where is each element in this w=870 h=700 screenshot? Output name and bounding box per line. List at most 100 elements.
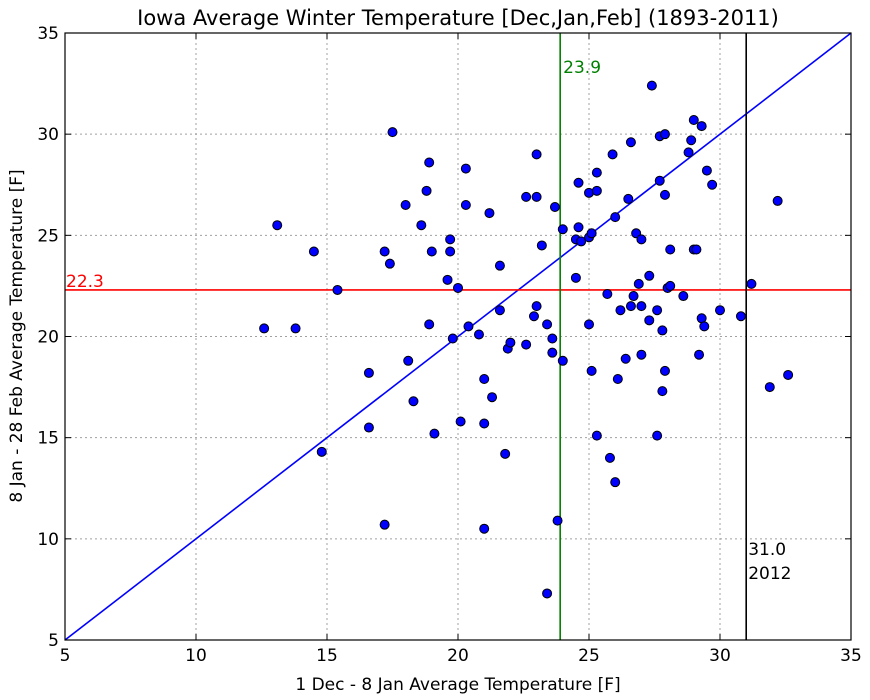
data-point xyxy=(557,355,568,366)
data-point xyxy=(473,329,484,340)
data-point xyxy=(644,270,655,281)
data-point xyxy=(479,418,490,429)
data-point xyxy=(547,333,558,344)
data-point xyxy=(699,321,710,332)
data-point xyxy=(460,163,471,174)
data-point xyxy=(408,396,419,407)
data-point xyxy=(610,477,621,488)
data-point xyxy=(400,199,411,210)
data-point xyxy=(604,452,615,463)
data-point xyxy=(455,416,466,427)
y-axis-label: 8 Jan - 28 Feb Average Temperature [F] xyxy=(7,169,27,502)
data-point xyxy=(591,430,602,441)
vertical-2012-value-label: 31.0 xyxy=(748,540,786,560)
data-point xyxy=(259,323,270,334)
y-tick-label: 5 xyxy=(48,631,59,651)
data-point xyxy=(384,258,395,269)
data-point xyxy=(691,244,702,255)
annotations: 22.3 23.9 31.0 2012 xyxy=(66,58,791,584)
data-point xyxy=(625,301,636,312)
data-point xyxy=(453,282,463,293)
data-point xyxy=(531,301,542,312)
data-point xyxy=(636,301,647,312)
data-point xyxy=(416,220,427,231)
data-point xyxy=(445,234,456,245)
data-point xyxy=(586,365,597,376)
data-point xyxy=(573,177,584,188)
y-tick-labels: 5 10 15 20 25 30 35 xyxy=(37,24,851,651)
data-point xyxy=(628,291,639,302)
data-point xyxy=(620,353,631,364)
data-point xyxy=(636,234,647,245)
data-point xyxy=(542,319,553,330)
horizontal-mean-label: 22.3 xyxy=(66,272,104,292)
data-point xyxy=(447,333,458,344)
data-point xyxy=(654,175,665,186)
data-point xyxy=(363,367,374,378)
reference-lines xyxy=(64,32,852,641)
data-point xyxy=(612,373,623,384)
data-point xyxy=(644,315,655,326)
data-point xyxy=(547,347,558,358)
data-point xyxy=(521,339,532,350)
data-point xyxy=(531,191,542,202)
data-point xyxy=(387,127,398,138)
x-tick-label: 25 xyxy=(578,646,600,666)
data-point xyxy=(445,246,456,257)
data-point xyxy=(528,311,539,322)
data-point xyxy=(521,191,532,202)
data-point xyxy=(379,246,390,257)
data-point xyxy=(505,337,516,348)
data-point xyxy=(678,291,689,302)
scatter-points xyxy=(259,80,794,599)
data-point xyxy=(715,305,725,316)
data-point xyxy=(463,321,474,332)
x-tick-label: 35 xyxy=(840,646,862,666)
diagonal-line xyxy=(64,32,852,641)
data-point xyxy=(591,185,602,196)
data-point xyxy=(487,392,498,403)
data-point xyxy=(494,260,505,271)
data-point xyxy=(479,373,490,384)
data-point xyxy=(636,349,647,360)
x-axis-label: 1 Dec - 8 Jan Average Temperature [F] xyxy=(295,675,620,695)
data-point xyxy=(694,349,705,360)
data-point xyxy=(659,365,670,376)
y-tick-label: 25 xyxy=(37,226,59,246)
y-tick-label: 20 xyxy=(37,328,59,348)
x-tick-label: 5 xyxy=(60,646,71,666)
data-point xyxy=(764,382,775,393)
data-point xyxy=(363,422,374,433)
data-point xyxy=(652,430,663,441)
data-point xyxy=(623,193,634,204)
data-point xyxy=(500,448,511,459)
data-point xyxy=(479,523,490,534)
data-point xyxy=(610,212,621,223)
x-tick-label: 30 xyxy=(709,646,731,666)
data-point xyxy=(746,278,757,289)
vertical-2012-year-label: 2012 xyxy=(748,564,791,584)
data-point xyxy=(332,284,343,295)
data-point xyxy=(615,305,626,316)
x-tick-label: 10 xyxy=(185,646,207,666)
data-point xyxy=(602,289,613,300)
data-point xyxy=(735,311,746,322)
data-point xyxy=(424,157,435,168)
data-point xyxy=(272,220,283,231)
data-point xyxy=(316,446,327,457)
vertical-mean-label: 23.9 xyxy=(563,58,601,78)
data-point xyxy=(290,323,301,334)
data-point xyxy=(625,137,636,148)
data-point xyxy=(424,319,435,330)
data-point xyxy=(652,305,663,316)
data-point xyxy=(591,167,602,178)
data-point xyxy=(657,386,668,397)
data-point xyxy=(442,274,453,285)
data-point xyxy=(633,278,644,289)
y-tick-label: 10 xyxy=(37,530,59,550)
data-point xyxy=(783,369,794,380)
x-tick-label: 20 xyxy=(447,646,469,666)
data-point xyxy=(707,179,718,190)
data-point xyxy=(686,135,697,146)
